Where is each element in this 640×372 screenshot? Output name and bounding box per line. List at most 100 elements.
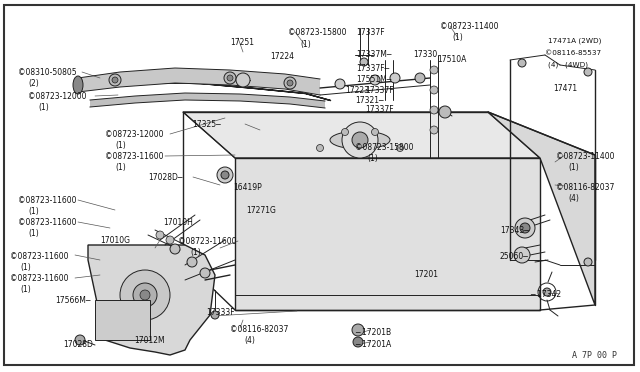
Polygon shape [78,68,320,95]
Text: ©08723-11600: ©08723-11600 [178,237,237,246]
Circle shape [352,324,364,336]
Circle shape [371,128,378,135]
Text: 17028D─: 17028D─ [148,173,182,182]
Circle shape [430,106,438,114]
Circle shape [518,59,526,67]
Circle shape [120,270,170,320]
Text: 17551M─: 17551M─ [356,75,392,84]
Text: (1): (1) [190,248,201,257]
Polygon shape [488,112,595,305]
Text: ©08116-85537: ©08116-85537 [545,50,601,56]
Text: ©08723-11400: ©08723-11400 [556,152,614,161]
Text: 17337M─: 17337M─ [356,50,392,59]
Circle shape [335,79,345,89]
Bar [95,300,150,340]
Text: A 7P 00 P: A 7P 00 P [572,351,617,360]
Circle shape [287,80,293,86]
Circle shape [430,86,438,94]
Text: (1): (1) [38,103,49,112]
Circle shape [584,68,592,76]
Circle shape [370,75,380,85]
Circle shape [224,72,236,84]
Text: 25060─: 25060─ [500,252,529,261]
Text: ─ 17201B: ─ 17201B [355,328,391,337]
Text: (1): (1) [115,163,125,172]
Text: (1): (1) [452,33,463,42]
Text: (1): (1) [115,141,125,150]
Text: (4): (4) [568,194,579,203]
Text: 17510A: 17510A [437,55,467,64]
Text: (1): (1) [20,263,31,272]
Text: ©08723-15800: ©08723-15800 [288,28,346,37]
Text: 17343─: 17343─ [500,226,529,235]
Ellipse shape [73,76,83,94]
Circle shape [221,171,229,179]
Text: ©08723-12000: ©08723-12000 [28,92,86,101]
Text: 17337F─: 17337F─ [356,64,389,73]
Text: ©08116-82037: ©08116-82037 [230,325,289,334]
Text: (1): (1) [568,163,579,172]
Circle shape [342,128,349,135]
Text: 17271G: 17271G [246,206,276,215]
Circle shape [584,258,592,266]
Circle shape [352,132,368,148]
Text: 17337F: 17337F [356,28,385,37]
Circle shape [430,126,438,134]
Text: 17337F: 17337F [365,86,394,95]
Circle shape [543,288,551,296]
Circle shape [518,254,526,262]
Ellipse shape [330,131,390,149]
Circle shape [390,73,400,83]
Circle shape [360,58,368,66]
Text: 17337F: 17337F [365,105,394,114]
Circle shape [342,122,378,158]
Text: (4)   (4WD): (4) (4WD) [548,61,588,67]
Text: ©08723-11600: ©08723-11600 [18,196,77,205]
Text: 17012M: 17012M [134,336,164,345]
Text: 16419P: 16419P [233,183,262,192]
Polygon shape [90,93,325,108]
Text: 17325─: 17325─ [192,120,221,129]
Circle shape [170,244,180,254]
Text: ©08723-11600: ©08723-11600 [18,218,77,227]
Text: (1): (1) [367,154,378,163]
Circle shape [515,218,535,238]
Circle shape [211,311,219,319]
Text: 17333F: 17333F [206,308,235,317]
Text: (1): (1) [20,285,31,294]
Circle shape [75,335,85,345]
Text: ©08723-11400: ©08723-11400 [440,22,499,31]
Circle shape [112,77,118,83]
Circle shape [430,66,438,74]
Text: ©08723-11600: ©08723-11600 [105,152,163,161]
Circle shape [200,268,210,278]
Text: 17224: 17224 [270,52,294,61]
Text: ©08723-15800: ©08723-15800 [355,143,413,152]
Text: 17471A (2WD): 17471A (2WD) [548,38,602,45]
Text: (1): (1) [28,207,39,216]
Circle shape [397,144,403,151]
Text: ©08723-11600: ©08723-11600 [10,252,68,261]
Text: (4): (4) [244,336,255,345]
Circle shape [514,247,530,263]
Text: 17471: 17471 [553,84,577,93]
Text: (1): (1) [300,40,311,49]
Circle shape [109,74,121,86]
Polygon shape [88,245,215,355]
Text: ─ 17342: ─ 17342 [530,290,561,299]
Circle shape [227,75,233,81]
Circle shape [156,231,164,239]
Text: ©08116-82037: ©08116-82037 [556,183,614,192]
Text: ©08723-12000: ©08723-12000 [105,130,163,139]
Text: 17223: 17223 [345,86,369,95]
Text: ─ 17201A: ─ 17201A [355,340,391,349]
Text: ©08723-11600: ©08723-11600 [10,274,68,283]
Text: 17566M─: 17566M─ [55,296,90,305]
Circle shape [236,73,250,87]
Circle shape [133,283,157,307]
Circle shape [439,106,451,118]
Circle shape [415,73,425,83]
Text: (1): (1) [28,229,39,238]
Circle shape [166,236,174,244]
Text: 17330: 17330 [413,50,437,59]
